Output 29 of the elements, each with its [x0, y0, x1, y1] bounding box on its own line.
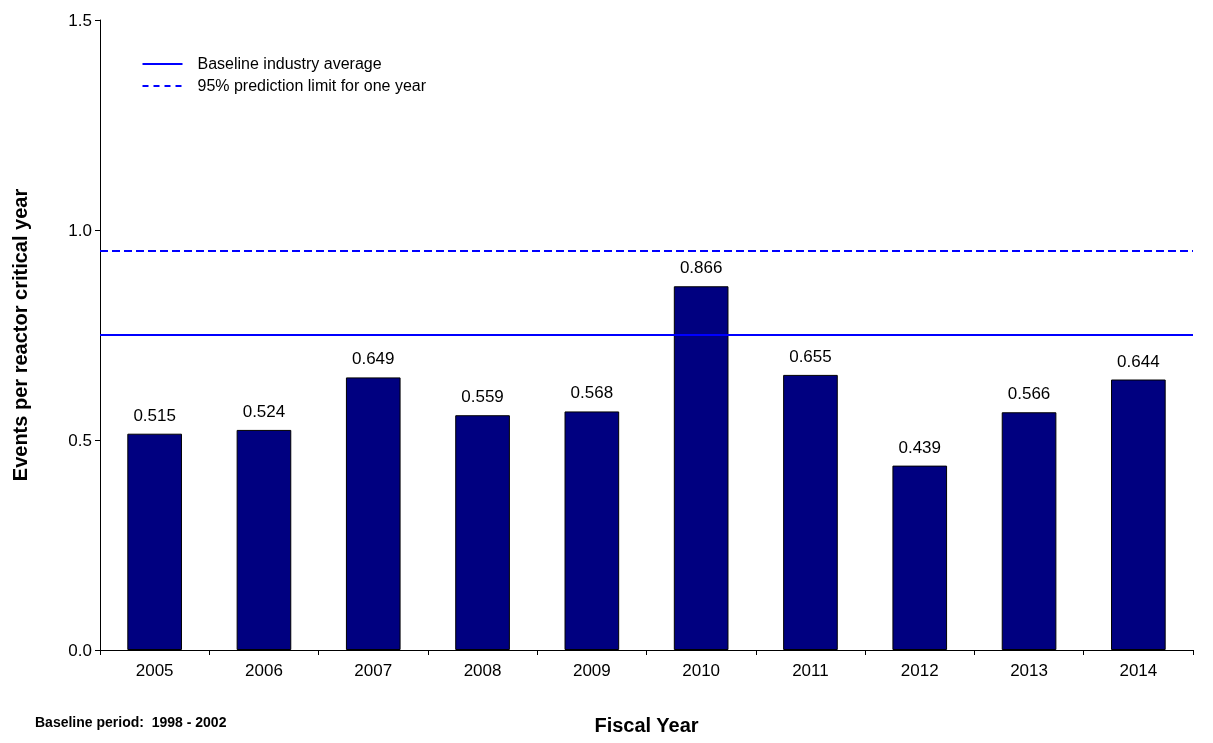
- x-tick-label: 2013: [1010, 661, 1048, 680]
- legend-label: 95% prediction limit for one year: [197, 76, 427, 94]
- data-label: 0.644: [1117, 351, 1160, 371]
- y-tick-label: 0.0: [68, 640, 92, 660]
- x-tick-label: 2014: [1119, 661, 1158, 680]
- y-tick-label: 1.0: [68, 220, 92, 240]
- y-tick-label: 0.5: [68, 430, 92, 450]
- x-tick-label: 2010: [682, 661, 721, 680]
- data-label: 0.524: [242, 401, 286, 421]
- x-tick-label: 2009: [572, 661, 611, 680]
- data-label: 0.559: [461, 387, 504, 407]
- x-tick-label: 2007: [354, 661, 393, 680]
- y-tick-label: 1.5: [68, 10, 92, 30]
- x-tick-label: 2012: [900, 661, 939, 680]
- data-label: 0.515: [133, 405, 176, 425]
- data-label: 0.568: [570, 383, 614, 403]
- data-label: 0.566: [1007, 384, 1051, 404]
- data-label: 0.866: [679, 258, 723, 278]
- x-tick-label: 2006: [245, 661, 283, 680]
- legend-label: Baseline industry average: [197, 54, 382, 72]
- x-tick-label: 2005: [135, 661, 174, 680]
- data-label: 0.439: [898, 437, 942, 457]
- data-label: 0.655: [789, 346, 832, 366]
- data-label: 0.649: [351, 349, 395, 369]
- y-axis-title: Events per reactor critical year: [9, 188, 31, 482]
- text: Baseline period: 1998 - 2002: [35, 714, 227, 730]
- x-tick-label: 2008: [463, 661, 502, 680]
- x-axis-title: Fiscal Year: [594, 714, 699, 736]
- x-tick-label: 2011: [792, 661, 829, 680]
